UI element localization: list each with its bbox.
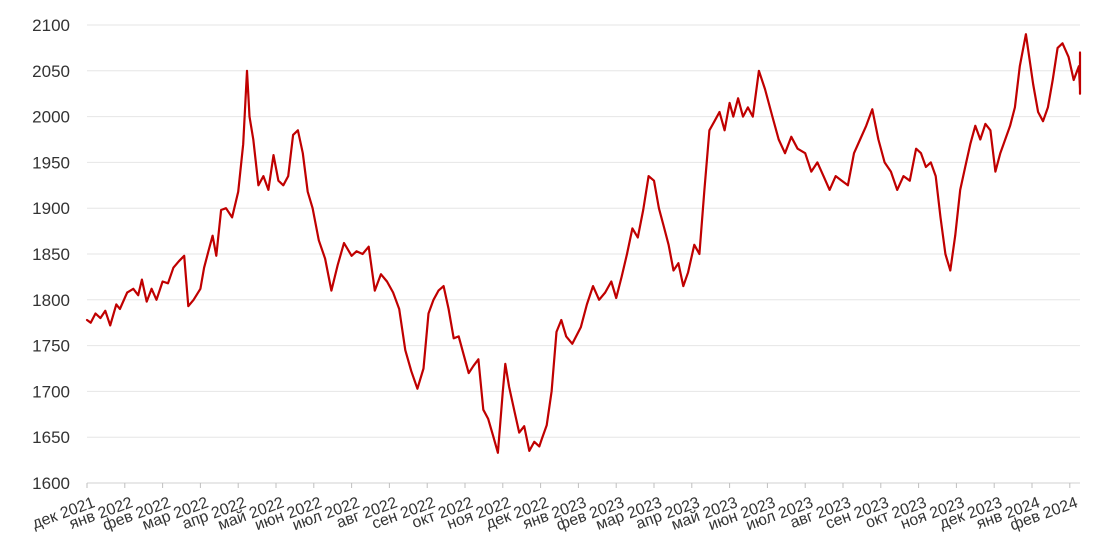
y-tick-label: 1750 [32,337,70,356]
y-tick-label: 1900 [32,199,70,218]
y-axis: 1600 1650 1700 1750 1800 1850 1900 1950 2000 2050… [32,16,70,493]
y-tick-label: 1800 [32,291,70,310]
y-tick-label: 2100 [32,16,70,35]
y-tick-label: 1600 [32,474,70,493]
y-tick-label: 1700 [32,382,70,401]
gridlines [87,24,1080,484]
y-tick-label: 1850 [32,245,70,264]
y-tick-label: 2000 [32,108,70,127]
series-layer [85,33,1082,454]
y-tick-label: 1650 [32,428,70,447]
y-tick-label: 2050 [32,62,70,81]
series-line-0 [85,33,1082,454]
y-tick-label: 1950 [32,153,70,172]
